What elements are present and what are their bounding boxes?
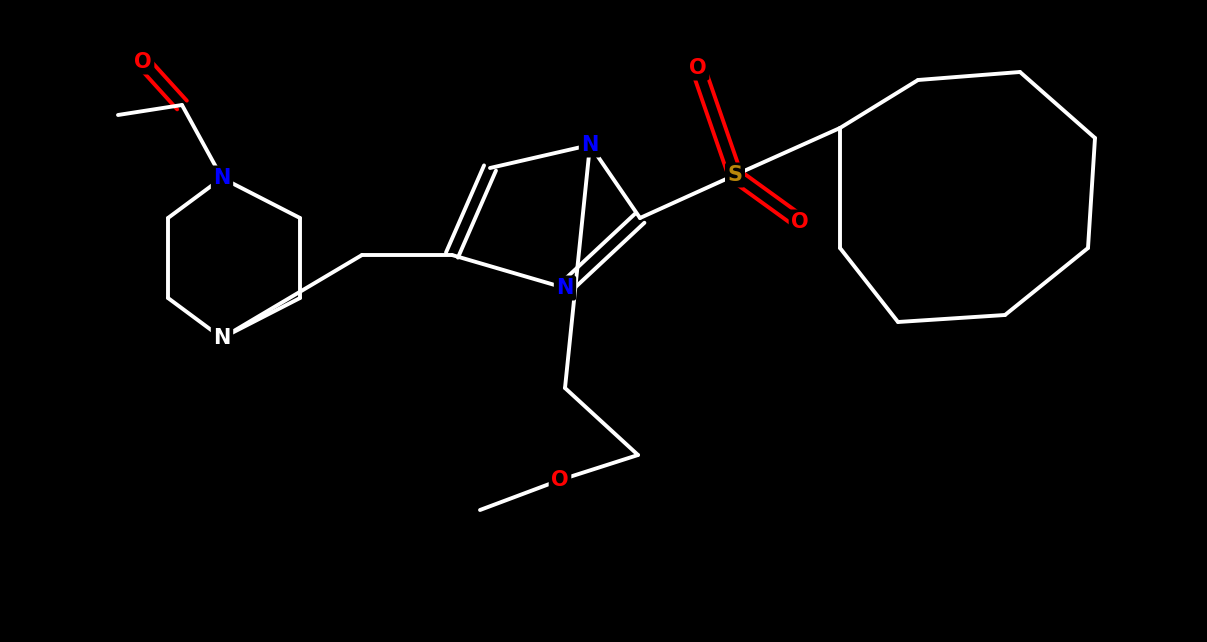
- Text: O: O: [552, 470, 568, 490]
- Text: N: N: [214, 168, 231, 188]
- Text: O: O: [689, 58, 707, 78]
- Text: O: O: [134, 52, 152, 72]
- Text: S: S: [728, 165, 742, 185]
- Text: N: N: [582, 135, 599, 155]
- Text: N: N: [556, 278, 573, 298]
- Text: O: O: [791, 212, 809, 232]
- Text: N: N: [214, 328, 231, 348]
